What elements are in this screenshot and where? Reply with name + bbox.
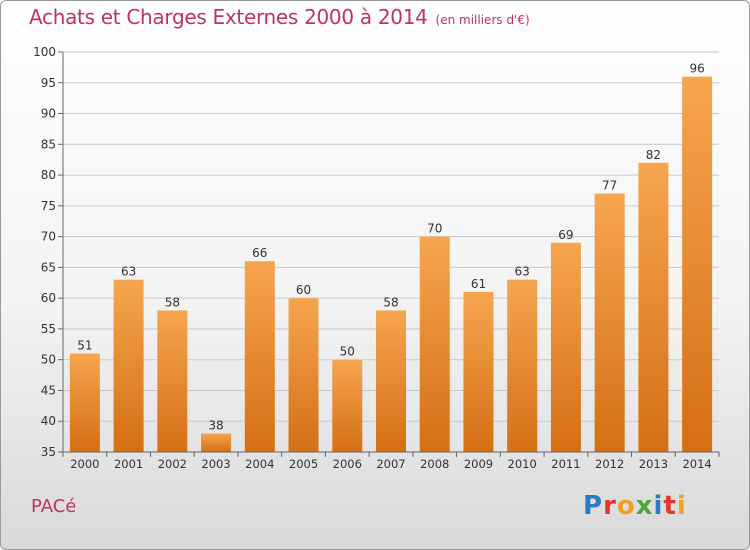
x-tick-label: 2009 [464,457,493,471]
bar-2013 [638,162,669,452]
logo-letter: P [583,491,604,521]
value-label-2009: 61 [471,277,486,291]
x-tick-label: 2004 [245,457,274,471]
bar-2001 [113,279,144,452]
y-tick-label: 65 [41,260,56,274]
logo-letter: t [663,491,677,521]
y-tick-label: 80 [41,168,56,182]
y-tick-label: 95 [41,76,56,90]
value-label-2001: 63 [121,265,136,279]
logo-letter: r [603,491,617,521]
bar-2002 [157,310,188,452]
value-label-2007: 58 [383,295,398,309]
chart-title: Achats et Charges Externes 2000 à 2014 (e… [29,5,530,29]
bar-2006 [332,359,363,452]
bar-2004 [244,261,275,452]
x-tick-label: 2002 [158,457,187,471]
value-label-2004: 66 [252,246,267,260]
bar-2009 [463,292,494,452]
value-label-2005: 60 [296,283,311,297]
x-tick-label: 2011 [551,457,580,471]
x-tick-label: 2006 [333,457,362,471]
value-label-2011: 69 [558,228,573,242]
x-tick-label: 2003 [201,457,230,471]
x-tick-label: 2014 [682,457,711,471]
bar-2007 [376,310,406,452]
value-label-2002: 58 [165,295,180,309]
value-label-2003: 38 [208,419,223,433]
bar-2012 [594,193,625,453]
bar-2000 [69,353,100,452]
x-tick-label: 2007 [376,457,405,471]
y-tick-label: 100 [33,45,56,59]
value-label-2000: 51 [77,339,92,353]
value-label-2013: 82 [646,148,661,162]
y-tick-label: 85 [41,137,56,151]
logo-letter: x [635,491,654,521]
place-name: PACé [31,496,77,517]
y-tick-label: 35 [41,445,56,459]
x-tick-label: 2005 [289,457,318,471]
y-tick-label: 55 [41,322,56,336]
x-tick-label: 2012 [595,457,624,471]
x-tick-label: 2008 [420,457,449,471]
chart-unit: (en milliers d'€) [435,13,530,27]
chart-title-text: Achats et Charges Externes 2000 à 2014 [29,5,428,29]
value-label-2012: 77 [602,179,617,193]
value-label-2014: 96 [689,62,704,76]
y-tick-label: 50 [41,353,56,367]
x-tick-label: 2000 [70,457,99,471]
x-tick-label: 2010 [508,457,537,471]
y-tick-label: 60 [41,291,56,305]
y-tick-label: 45 [41,383,56,397]
proxiti-logo: Proxiti [583,491,687,521]
logo-letter: o [616,491,636,521]
bar-2010 [507,279,538,452]
value-label-2010: 63 [515,265,530,279]
bar-2011 [550,242,581,452]
bar-2005 [288,298,319,452]
bar-2008 [419,236,450,452]
value-label-2008: 70 [427,222,442,236]
value-label-2006: 50 [340,345,355,359]
bar-2003 [201,433,232,452]
bar-2014 [682,76,713,452]
x-tick-label: 2013 [639,457,668,471]
y-tick-label: 40 [41,414,56,428]
logo-letter: i [676,491,687,521]
y-tick-label: 90 [41,107,56,121]
y-tick-label: 75 [41,199,56,213]
y-tick-label: 70 [41,230,56,244]
logo-letter: i [653,491,664,521]
x-tick-label: 2001 [114,457,143,471]
